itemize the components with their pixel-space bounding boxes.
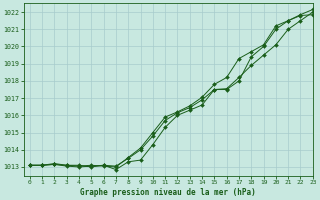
X-axis label: Graphe pression niveau de la mer (hPa): Graphe pression niveau de la mer (hPa) bbox=[80, 188, 256, 197]
